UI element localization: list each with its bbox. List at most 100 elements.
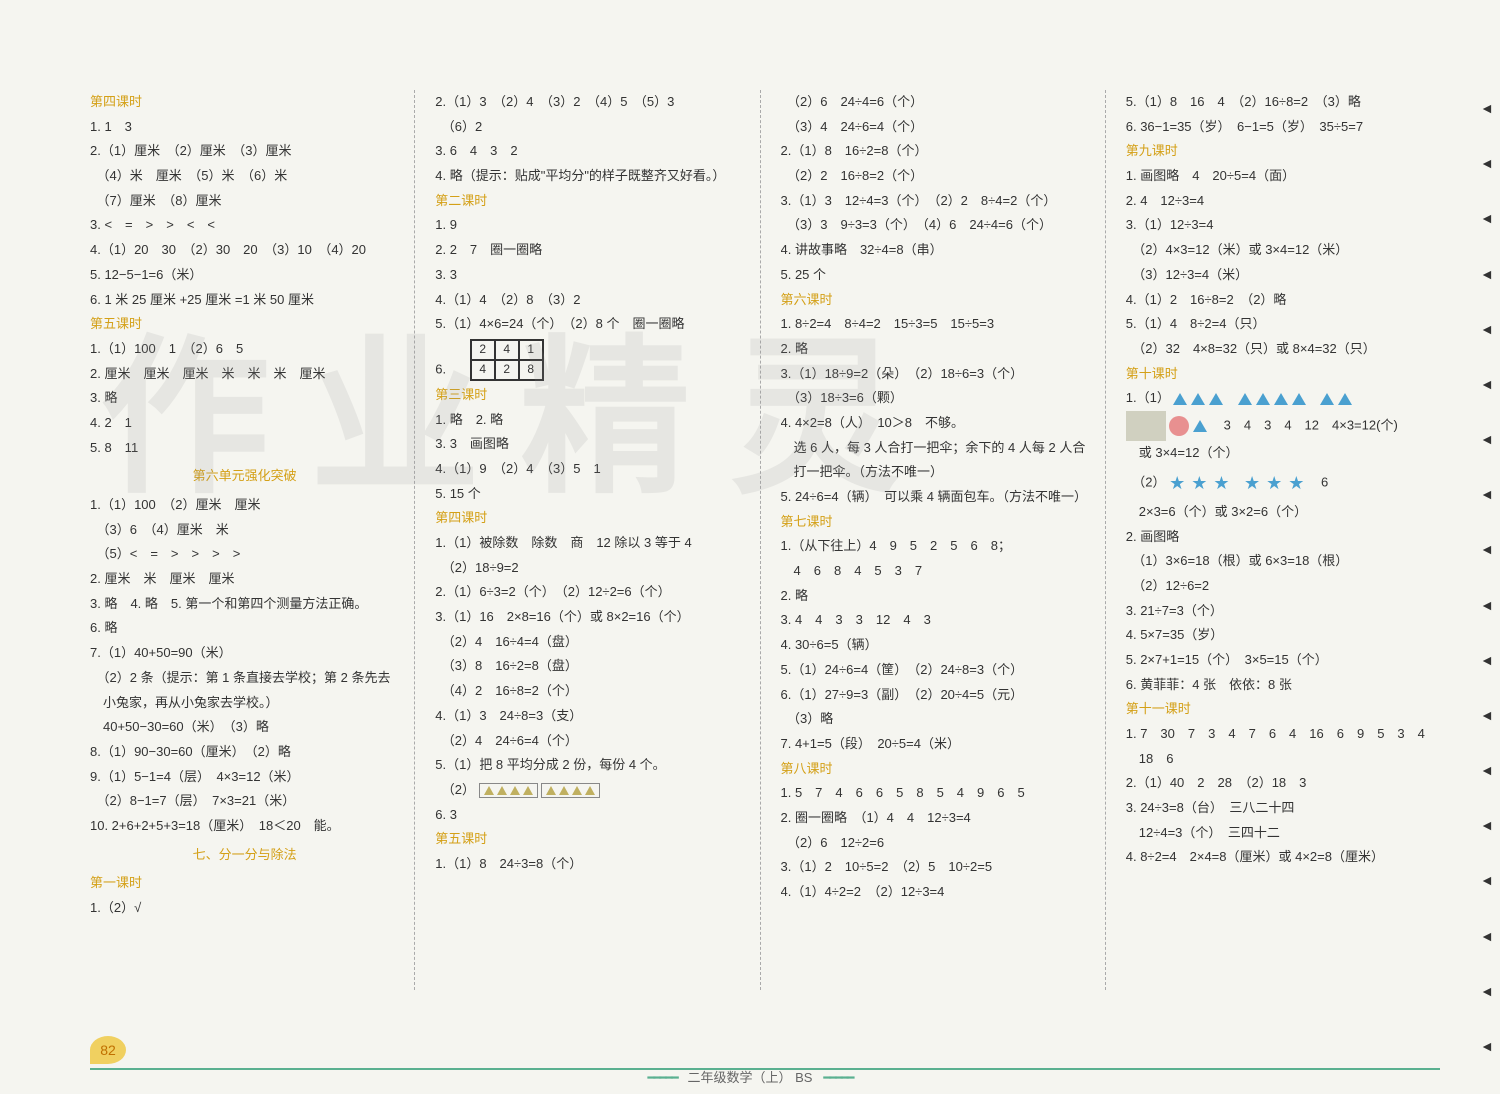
section-header: 第八课时 xyxy=(781,757,1090,782)
answer-line: 3.（1）3 12÷4=3（个） （2）2 8÷4=2（个） xyxy=(781,189,1090,214)
answer-line: 4. 略（提示：贴成"平均分"的样子既整齐又好看。） xyxy=(435,164,744,189)
answer-line: （1）3×6=18（根）或 6×3=18（根） xyxy=(1126,549,1435,574)
answer-line: （3）4 24÷6=4（个） xyxy=(781,115,1090,140)
unit-header: 第六单元强化突破 xyxy=(90,464,399,489)
answer-line: 3. 4 4 3 3 12 4 3 xyxy=(781,608,1090,633)
footer-label: 二年级数学（上） BS xyxy=(688,1070,813,1085)
answer-line: 1.（1）8 24÷3=8（个） xyxy=(435,852,744,877)
answer-line: 3. 6 4 3 2 xyxy=(435,139,744,164)
edge-mark-icon: ◄ xyxy=(1480,652,1494,668)
column-4: 5.（1）8 16 4 （2）16÷8=2 （3）略 6. 36−1=35（岁）… xyxy=(1126,90,1450,990)
grid-cell: 8 xyxy=(519,360,543,380)
item-prefix: （2） xyxy=(1126,474,1166,489)
answer-line: 2. 4 12÷3=4 xyxy=(1126,189,1435,214)
answer-line: 3. 3 画图略 xyxy=(435,432,744,457)
answer-line: 40+50−30=60（米） （3）略 xyxy=(90,715,399,740)
item-prefix: （2） xyxy=(435,782,475,797)
answer-line: 5.（1）4 8÷2=4（只） xyxy=(1126,312,1435,337)
answer-line: 7. 4+1=5（段） 20÷5=4（米） xyxy=(781,732,1090,757)
chapter-header: 七、分一分与除法 xyxy=(90,843,399,868)
answer-line: （2）32 4×8=32（只）或 8×4=32（只） xyxy=(1126,337,1435,362)
answer-line: 打一把伞。（方法不唯一） xyxy=(781,460,1090,485)
answer-line: 4.（1）4 （2）8 （3）2 xyxy=(435,288,744,313)
edge-mark-icon: ◄ xyxy=(1480,431,1494,447)
answer-line: （2）8−1=7（层） 7×3=21（米） xyxy=(90,789,399,814)
answer-line: 2. 2 7 圈一圈略 xyxy=(435,238,744,263)
answer-line: 5.（1）8 16 4 （2）16÷8=2 （3）略 xyxy=(1126,90,1435,115)
answer-line: 7.（1）40+50=90（米） xyxy=(90,641,399,666)
answer-line: 3.（1）2 10÷5=2 （2）5 10÷2=5 xyxy=(781,855,1090,880)
section-header: 第六课时 xyxy=(781,288,1090,313)
answer-line: 2×3=6（个）或 3×2=6（个） xyxy=(1126,500,1435,525)
answer-line: 1. 9 xyxy=(435,213,744,238)
star-group-icon: ★★★ xyxy=(1169,466,1229,500)
edge-mark-icon: ◄ xyxy=(1480,928,1494,944)
answer-line: 2. 略 xyxy=(781,584,1090,609)
answer-line: 3. 21÷7=3（个） xyxy=(1126,599,1435,624)
answer-line: 2. 略 xyxy=(781,337,1090,362)
answer-line: （2）4×3=12（米）或 3×4=12（米） xyxy=(1126,238,1435,263)
section-header: 第五课时 xyxy=(90,312,399,337)
answer-line: （3）8 16÷2=8（盘） xyxy=(435,654,744,679)
answer-line: 选 6 人，每 3 人合打一把伞；余下的 4 人每 2 人合 xyxy=(781,436,1090,461)
answer-line: 2.（1）6÷3=2（个） （2）12÷2=6（个） xyxy=(435,580,744,605)
edge-mark-icon: ◄ xyxy=(1480,983,1494,999)
answer-line: （7）厘米 （8）厘米 xyxy=(90,189,399,214)
answer-line: （3）3 9÷3=3（个） （4）6 24÷4=6（个） xyxy=(781,213,1090,238)
answer-line: （2）6 24÷4=6（个） xyxy=(781,90,1090,115)
answer-line: 18 6 xyxy=(1126,747,1435,772)
answer-line: 9.（1）5−1=4（层） 4×3=12（米） xyxy=(90,765,399,790)
footer-decoration-icon: ━━━━━ xyxy=(648,1070,677,1085)
edge-mark-icon: ◄ xyxy=(1480,817,1494,833)
answer-line: 8.（1）90−30=60（厘米） （2）略 xyxy=(90,740,399,765)
edge-mark-icon: ◄ xyxy=(1480,266,1494,282)
answer-line: 10. 2+6+2+5+3=18（厘米） 18＜20 能。 xyxy=(90,814,399,839)
answer-line: （3）12÷3=4（米） xyxy=(1126,263,1435,288)
answer-line: 2.（1）厘米 （2）厘米 （3）厘米 xyxy=(90,139,399,164)
edge-mark-icon: ◄ xyxy=(1480,155,1494,171)
answer-line: 2.（1）40 2 28 （2）18 3 xyxy=(1126,771,1435,796)
answer-line: 4.（1）4÷2=2 （2）12÷3=4 xyxy=(781,880,1090,905)
answer-line: 6. 黄菲菲：4 张 依依：8 张 xyxy=(1126,673,1435,698)
answer-line: 3. 略 4. 略 5. 第一个和第四个测量方法正确。 xyxy=(90,592,399,617)
answer-line: 3.（1）12÷3=4 xyxy=(1126,213,1435,238)
answer-line: （6）2 xyxy=(435,115,744,140)
answer-line: 4. 4×2=8（人） 10＞8 不够。 xyxy=(781,411,1090,436)
section-header: 第四课时 xyxy=(90,90,399,115)
page-edge-marks: ◄◄◄◄◄◄◄◄◄◄◄◄◄◄◄◄◄◄ xyxy=(1480,100,1494,1054)
section-header: 第三课时 xyxy=(435,383,744,408)
triangle-group-icon xyxy=(1320,393,1352,405)
answer-line: （2）4 24÷6=4（个） xyxy=(435,729,744,754)
answer-line: 5.（1）把 8 平均分成 2 份，每份 4 个。 xyxy=(435,753,744,778)
answer-line: 5. 24÷6=4（辆） 可以乘 4 辆面包车。（方法不唯一） xyxy=(781,485,1090,510)
section-header: 第七课时 xyxy=(781,510,1090,535)
grid-cell: 4 xyxy=(495,340,519,360)
answer-line: 1.（1）100 1 （2）6 5 xyxy=(90,337,399,362)
answer-line: 4. 讲故事略 32÷4=8（串） xyxy=(781,238,1090,263)
grid-cell: 2 xyxy=(471,340,495,360)
edge-mark-icon: ◄ xyxy=(1480,541,1494,557)
answer-line: 5. 8 11 xyxy=(90,436,399,461)
answer-line: （2）4 16÷4=4（盘） xyxy=(435,630,744,655)
answer-line: 6. 略 xyxy=(90,616,399,641)
answer-line: 4.（1）20 30 （2）30 20 （3）10 （4）20 xyxy=(90,238,399,263)
section-header: 第十课时 xyxy=(1126,362,1435,387)
answer-line: 1. 7 30 7 3 4 7 6 4 16 6 9 5 3 4 xyxy=(1126,722,1435,747)
section-header: 第一课时 xyxy=(90,871,399,896)
dot-icon xyxy=(1169,416,1189,436)
answer-line: 2. 厘米 厘米 厘米 米 米 米 厘米 xyxy=(90,362,399,387)
number-grid: 2 4 1 4 2 8 xyxy=(470,339,544,381)
answer-line: （4）米 厘米 （5）米 （6）米 xyxy=(90,164,399,189)
page-columns: 第四课时 1. 1 3 2.（1）厘米 （2）厘米 （3）厘米 （4）米 厘米 … xyxy=(90,90,1450,990)
edge-mark-icon: ◄ xyxy=(1480,1038,1494,1054)
triangle-group-icon xyxy=(1238,393,1306,405)
item-num: 6. xyxy=(435,361,446,376)
answer-text: 3 4 3 4 12 4×3=12(个) xyxy=(1211,417,1398,432)
answer-line: 3. < = > > < < xyxy=(90,213,399,238)
answer-line: 6. 3 xyxy=(435,803,744,828)
triangle-box-icon xyxy=(479,783,538,798)
answer-line: （4）2 16÷8=2（个） xyxy=(435,679,744,704)
answer-line: 4.（1）2 16÷8=2 （2）略 xyxy=(1126,288,1435,313)
answer-line: 1. 略 2. 略 xyxy=(435,408,744,433)
answer-line: 5. 2×7+1=15（个） 3×5=15（个） xyxy=(1126,648,1435,673)
